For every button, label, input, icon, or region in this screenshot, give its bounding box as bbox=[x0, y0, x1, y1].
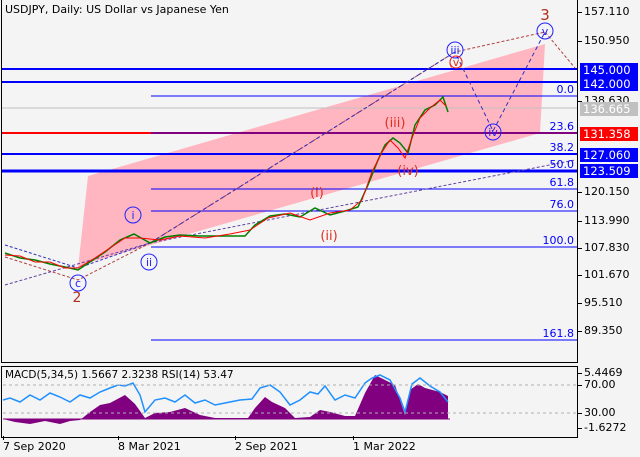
time-tick: 7 Sep 2020 bbox=[3, 436, 66, 453]
indicator-tick: 30.00 bbox=[578, 406, 616, 419]
fib-label-23-6: 23.6 bbox=[549, 120, 575, 133]
price-label-145: 145.000 bbox=[580, 63, 638, 77]
fib-label-0: 0.0 bbox=[556, 83, 575, 96]
fibonacci-lines bbox=[151, 95, 577, 341]
fib-label-161-8: 161.8 bbox=[542, 327, 575, 340]
price-tick: 89.350 bbox=[578, 324, 623, 337]
svg-text:(iii): (iii) bbox=[385, 116, 406, 131]
main-chart-pane[interactable] bbox=[1, 0, 578, 363]
time-tick: 8 Mar 2021 bbox=[118, 436, 181, 453]
svg-text:c: c bbox=[75, 277, 81, 290]
macd-histogram bbox=[3, 375, 448, 424]
indicator-tick: 70.00 bbox=[578, 378, 616, 391]
svg-text:(iv): (iv) bbox=[397, 164, 418, 179]
svg-text:v: v bbox=[542, 25, 549, 38]
price-tick: 101.670 bbox=[578, 268, 630, 281]
price-tick: 95.510 bbox=[578, 296, 623, 309]
svg-text:3: 3 bbox=[540, 6, 550, 24]
time-tick: 1 Mar 2022 bbox=[353, 436, 416, 453]
rsi-line bbox=[2, 374, 449, 415]
svg-text:(ii): (ii) bbox=[320, 229, 337, 244]
wave-i-label: i bbox=[131, 209, 134, 222]
price-tick: 107.830 bbox=[578, 241, 630, 254]
svg-text:ii: ii bbox=[146, 256, 152, 269]
svg-text:2: 2 bbox=[73, 290, 82, 306]
price-label-142: 142.000 bbox=[580, 77, 638, 91]
price-series bbox=[4, 95, 449, 271]
fib-label-61-8: 61.8 bbox=[549, 176, 575, 189]
price-tick: 113.990 bbox=[578, 214, 630, 227]
time-tick: 2 Sep 2021 bbox=[235, 436, 298, 453]
price-tick: 150.950 bbox=[578, 34, 630, 47]
fib-label-38-2: 38.2 bbox=[549, 141, 575, 154]
indicator-tick: -1.6272 bbox=[577, 421, 627, 434]
indicator-pane[interactable] bbox=[1, 366, 578, 438]
chart-title: USDJPY, Daily: US Dollar vs Japanese Yen bbox=[5, 3, 229, 16]
svg-text:iii: iii bbox=[450, 44, 459, 57]
price-label-127: 127.060 bbox=[580, 148, 638, 162]
price-label-123: 123.509 bbox=[580, 164, 638, 178]
indicator-tick: 5.4469 bbox=[578, 366, 623, 379]
price-tick: 120.150 bbox=[578, 185, 630, 198]
price-tick: 157.110 bbox=[578, 5, 630, 18]
price-label-131: 131.358 bbox=[580, 127, 638, 141]
svg-text:iv: iv bbox=[488, 126, 498, 139]
current-price-label: 136.665 bbox=[580, 102, 638, 116]
indicator-title: MACD(5,34,5) 1.5667 2.3238 RSI(14) 53.47 bbox=[5, 369, 234, 381]
fib-label-50: 50.0 bbox=[549, 158, 575, 171]
fib-label-76: 76.0 bbox=[549, 198, 575, 211]
fib-label-100: 100.0 bbox=[542, 234, 575, 247]
svg-text:(i): (i) bbox=[310, 186, 324, 201]
svg-text:(v): (v) bbox=[448, 56, 463, 69]
